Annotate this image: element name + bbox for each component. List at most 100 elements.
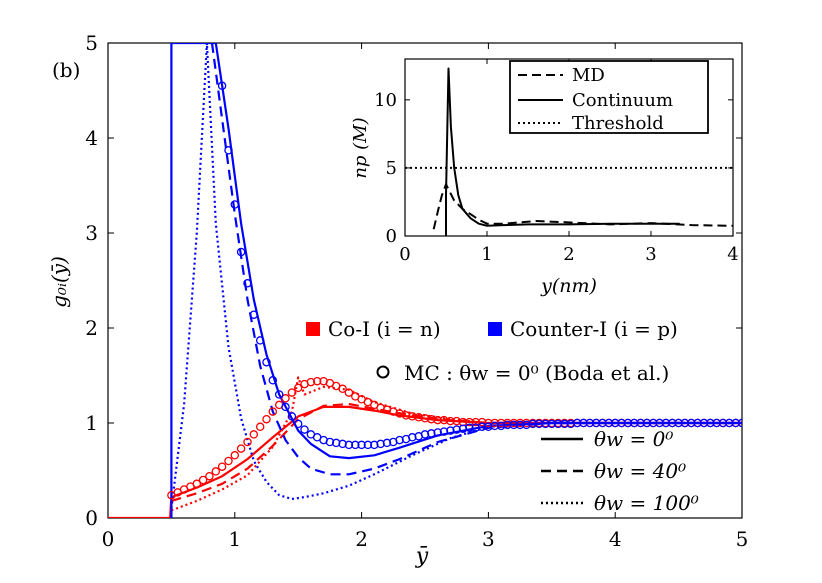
mc-point	[496, 421, 506, 431]
series-line-3	[170, 43, 742, 518]
mc-point	[331, 438, 341, 448]
main-ticks: 0 1 2 3 4 5 0 1 2 3 4 5	[85, 31, 748, 551]
mc-point	[572, 418, 582, 428]
mc-point	[287, 388, 297, 397]
mc-point	[293, 383, 303, 393]
y-tick-label: 1	[85, 411, 98, 435]
mc-point	[585, 418, 595, 428]
counter-ion-label: Counter-I (i = p)	[510, 317, 678, 341]
panel-label: (b)	[52, 58, 80, 82]
mc-point	[477, 422, 487, 432]
mc-point	[465, 417, 474, 427]
mc-point	[598, 418, 607, 428]
y-axis-label: g₀ᵢ(ȳ)	[47, 256, 71, 308]
mc-point	[420, 414, 430, 423]
mc-point	[604, 418, 614, 428]
mc-point	[217, 81, 227, 91]
mc-point	[230, 200, 240, 209]
mc-point	[737, 418, 742, 428]
mc-point	[693, 418, 702, 428]
style-legend: θw = 0⁰ θw = 40⁰ θw = 100⁰	[541, 427, 699, 515]
x-tick-label: 3	[482, 527, 495, 551]
y-tick-label: 0	[85, 506, 98, 530]
mc-point	[198, 475, 208, 485]
mc-point	[674, 418, 683, 428]
mc-point	[553, 419, 563, 429]
mc-point	[274, 390, 284, 399]
mc-point	[446, 416, 455, 426]
y-tick-label: 4	[85, 126, 98, 150]
mc-point	[338, 384, 347, 394]
mc-point	[490, 421, 499, 431]
mc-point	[268, 407, 278, 416]
x-tick-label: 2	[355, 527, 368, 551]
mc-point	[617, 418, 626, 428]
mc-point	[515, 420, 525, 430]
species-legend: Co-I (i = n) Counter-I (i = p) MC : θw =…	[306, 317, 678, 385]
mc-point	[522, 420, 531, 430]
inset-series	[405, 67, 733, 236]
inset-legend-threshold-label: Threshold	[572, 113, 664, 134]
mc-point	[255, 336, 265, 345]
mc-point	[370, 440, 379, 450]
legend-solid-label: θw = 0⁰	[594, 427, 673, 451]
mc-point	[680, 418, 690, 428]
mc-point	[642, 418, 652, 428]
mc-point	[477, 417, 487, 427]
inset-legend-box	[509, 60, 709, 134]
mc-point	[211, 467, 221, 476]
inset-y-tick-label: 10	[374, 90, 397, 111]
mc-point	[503, 420, 512, 430]
mc-point	[217, 462, 227, 471]
mc-points	[167, 81, 742, 500]
mc-point	[687, 418, 696, 428]
mc-point	[668, 418, 677, 428]
mc-point	[338, 439, 347, 449]
y-tick-label: 5	[85, 31, 98, 55]
mc-point	[192, 479, 202, 489]
inset-plot: 0 1 2 3 4 0 5 10 MD Continuum Threshold y(nm) n…	[350, 58, 739, 297]
mc-point	[731, 418, 740, 428]
mc-point	[312, 376, 322, 386]
legend-dashed-label: θw = 40⁰	[594, 459, 686, 483]
mc-point	[236, 444, 246, 453]
mc-point	[382, 438, 392, 448]
mc-point	[243, 437, 252, 447]
mc-point	[344, 440, 354, 450]
mc-point	[395, 435, 404, 445]
x-tick-label: 4	[609, 527, 622, 551]
mc-point	[648, 418, 658, 428]
mc-point	[484, 422, 493, 432]
counter-ion-swatch	[488, 322, 502, 336]
mc-point	[205, 471, 214, 481]
mc-point	[249, 310, 259, 319]
mc-point	[528, 419, 538, 429]
mc-point	[262, 414, 271, 424]
x-tick-label: 0	[102, 527, 115, 551]
mc-point	[706, 418, 715, 428]
series-line-2	[171, 376, 742, 512]
mc-point	[560, 419, 569, 429]
mc-marker-icon	[376, 365, 390, 379]
co-ion-swatch	[306, 322, 320, 336]
mc-point	[243, 279, 252, 288]
mc-point	[224, 456, 233, 466]
inset-legend-continuum-label: Continuum	[572, 90, 673, 111]
x-axis-label: ȳ	[415, 544, 429, 569]
mc-point	[344, 388, 354, 397]
mc-point	[610, 418, 620, 428]
inset-x-tick-label: 4	[727, 244, 738, 265]
mc-point	[249, 430, 259, 439]
mc-point	[471, 423, 480, 433]
mc-point	[357, 440, 366, 450]
x-tick-label: 1	[228, 527, 241, 551]
mc-point	[433, 415, 442, 425]
mc-point	[255, 422, 265, 432]
mc-point	[325, 437, 335, 447]
mc-point	[420, 430, 430, 439]
mc-point	[408, 433, 417, 442]
mc-point	[414, 413, 423, 422]
mc-point	[636, 418, 645, 428]
mc-point	[718, 418, 728, 428]
